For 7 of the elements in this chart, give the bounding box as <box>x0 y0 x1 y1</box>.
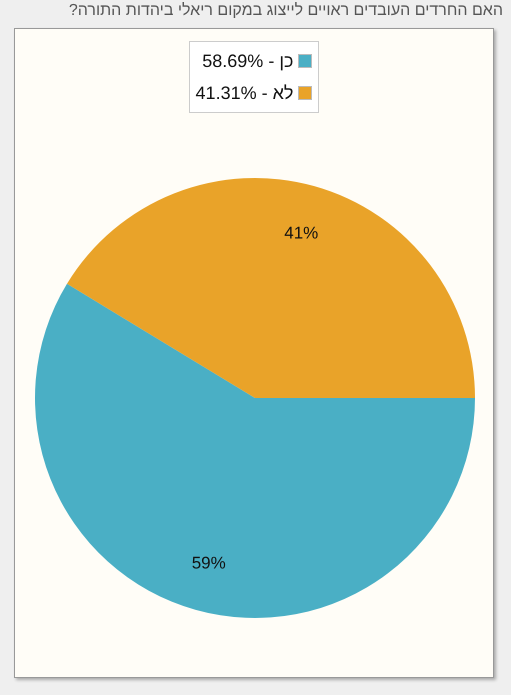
legend-label: לא - 41.31% <box>196 82 294 104</box>
data-label: 59% <box>192 554 226 573</box>
pie-slice <box>35 284 475 618</box>
pie-slice <box>66 178 475 398</box>
data-label: 41% <box>284 223 318 242</box>
chart-title: האם החרדים העובדים ראויים לייצוג במקום ריאלי ביהדות התורה? <box>68 2 503 20</box>
legend-label: כן - 58.69% <box>202 50 294 72</box>
